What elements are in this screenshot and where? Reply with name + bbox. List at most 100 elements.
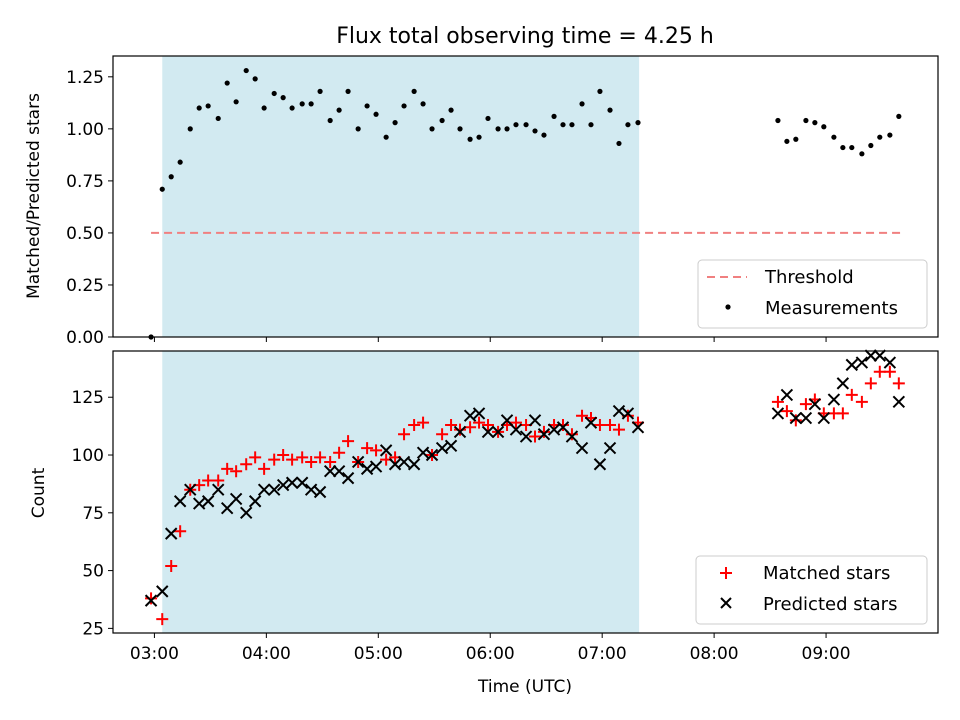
- legend-measurements-swatch: [725, 304, 731, 310]
- predicted-star-point: [416, 446, 430, 459]
- legend-matched-label: Matched stars: [763, 563, 890, 584]
- top-y-tick-label: 1.00: [66, 120, 104, 140]
- matched-star-point: [286, 453, 299, 466]
- matched-star-point: [221, 462, 234, 475]
- x-tick-label: 09:00: [802, 644, 851, 664]
- predicted-star-point: [771, 407, 785, 420]
- x-tick-label: 04:00: [242, 644, 291, 664]
- top-shade-rect: [162, 56, 640, 337]
- predicted-star-point: [481, 425, 495, 439]
- matched-star-point: [240, 458, 253, 471]
- matched-star-point: [612, 423, 625, 436]
- matched-star-point: [780, 405, 793, 418]
- measurement-point: [560, 122, 566, 128]
- predicted-star-point: [472, 407, 486, 420]
- predicted-star-point: [425, 448, 439, 462]
- predicted-star-point: [827, 393, 841, 406]
- legend-predicted-swatch: [720, 597, 732, 609]
- bottom-y-axis-label: Count: [29, 467, 49, 518]
- predicted-star-point: [173, 495, 187, 508]
- measurement-point: [196, 105, 202, 111]
- top-shaded-window: [162, 56, 640, 337]
- predicted-star-point: [817, 411, 831, 425]
- chart-title: Flux total observing time = 4.25 h: [336, 24, 714, 49]
- measurement-point: [504, 126, 510, 132]
- measurement-point: [280, 95, 286, 101]
- predicted-star-point: [584, 416, 598, 429]
- bottom-y-axis-ticks: 25 50 75 100 125: [72, 388, 113, 639]
- measurement-point: [233, 99, 239, 105]
- matched-star-point: [482, 418, 494, 431]
- matched-star-point: [408, 418, 421, 431]
- predicted-star-point: [453, 425, 467, 439]
- measurement-point: [243, 67, 249, 74]
- predicted-star-point: [528, 414, 542, 427]
- measurement-point: [373, 111, 379, 117]
- bottom-legend: Matched stars Predicted stars: [695, 555, 928, 625]
- measurement-point: [887, 132, 893, 138]
- measurement-point: [299, 101, 305, 107]
- legend-predicted-label: Predicted stars: [763, 594, 897, 615]
- bottom-panel: 25 50 75 100 125 03:00 04:00 05:00 06:00 07:00 08…: [29, 349, 939, 697]
- matched-star-point: [324, 455, 337, 468]
- matched-star-point: [836, 407, 849, 420]
- measurement-point: [159, 186, 165, 192]
- bottom-y-tick-label: 25: [82, 619, 104, 639]
- predicted-star-point: [388, 458, 402, 471]
- measurement-point: [467, 136, 473, 142]
- measurement-point: [205, 103, 211, 109]
- predicted-star-point: [509, 423, 523, 436]
- predicted-star-point: [519, 430, 533, 443]
- matched-star-point: [529, 430, 542, 443]
- measurement-point: [495, 126, 501, 132]
- measurement-point: [215, 115, 221, 122]
- measurement-point: [308, 101, 314, 107]
- measurement-point: [616, 140, 622, 147]
- matched-star-point: [398, 428, 411, 441]
- measurement-point: [355, 126, 361, 132]
- matched-star-point: [436, 428, 449, 441]
- measurement-point: [476, 134, 482, 140]
- predicted-star-point: [892, 395, 906, 409]
- predicted-star-point: [621, 407, 635, 420]
- predicted-star-point: [547, 423, 561, 436]
- predicted-star-point: [873, 349, 886, 362]
- measurement-point: [383, 134, 389, 140]
- x-tick-label: 07:00: [578, 644, 627, 664]
- bottom-axes-frame: [112, 350, 939, 634]
- predicted-star-point: [845, 358, 859, 372]
- matched-star-point: [296, 451, 309, 464]
- measurement-point: [271, 90, 277, 97]
- measurement-point: [401, 103, 407, 109]
- top-y-axis-ticks: 0.00 0.25 0.50 0.75 1.00 1.25: [66, 68, 113, 348]
- predicted-star-point: [612, 404, 626, 418]
- predicted-stars-points: [144, 349, 906, 607]
- measurement-point: [849, 144, 855, 151]
- top-y-tick-label: 0.75: [66, 172, 104, 192]
- measurement-point: [420, 101, 426, 107]
- measurement-point: [513, 122, 519, 128]
- measurement-point: [803, 117, 809, 124]
- top-panel: 0.00 0.25 0.50 0.75 1.00 1.25 Matched/Predict…: [24, 55, 939, 348]
- predicted-star-point: [491, 425, 505, 439]
- x-axis-label: Time (UTC): [477, 677, 572, 697]
- measurement-point: [224, 80, 230, 86]
- matched-star-point: [342, 435, 355, 448]
- measurement-point: [532, 128, 538, 134]
- predicted-star-point: [369, 460, 383, 473]
- measurement-point: [168, 174, 174, 180]
- measurement-point: [868, 142, 874, 149]
- predicted-star-point: [808, 397, 822, 411]
- measurement-point: [429, 126, 435, 132]
- matched-star-point: [333, 446, 346, 459]
- predicted-star-point: [780, 388, 794, 402]
- bottom-y-tick-label: 75: [82, 504, 104, 524]
- bottom-shaded-window: [162, 351, 640, 633]
- matched-star-point: [202, 474, 215, 487]
- matched-star-point: [799, 398, 812, 411]
- predicted-star-point: [323, 464, 337, 478]
- measurement-point: [289, 105, 295, 111]
- measurement-point: [579, 101, 585, 107]
- matched-star-point: [892, 377, 905, 390]
